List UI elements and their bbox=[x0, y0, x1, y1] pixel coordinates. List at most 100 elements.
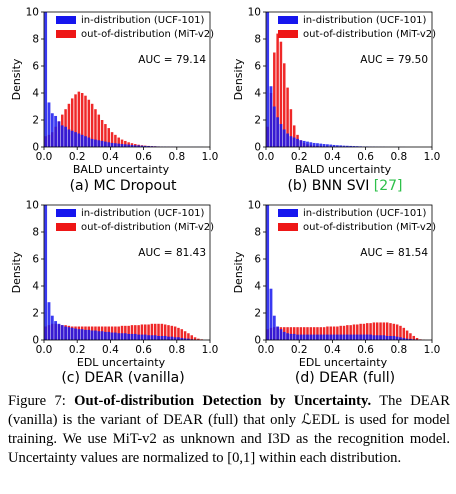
histogram-bar bbox=[382, 335, 386, 340]
histogram-bar bbox=[127, 325, 130, 340]
legend: in-distribution (UCF-101) out-of-distribu… bbox=[56, 208, 214, 233]
histogram-bar bbox=[395, 324, 399, 340]
y-tick-label: 2 bbox=[254, 115, 261, 127]
legend-label: in-distribution (UCF-101) bbox=[81, 208, 205, 219]
x-tick-label: 0.2 bbox=[69, 151, 86, 163]
histogram-bar bbox=[299, 334, 303, 340]
histogram-bar bbox=[87, 329, 91, 341]
histogram-bar bbox=[339, 145, 343, 147]
y-tick-label: 0 bbox=[254, 142, 261, 154]
histogram-bar bbox=[365, 334, 369, 340]
histogram-bar bbox=[402, 327, 406, 340]
histogram-bar bbox=[167, 325, 170, 340]
histogram-bar bbox=[355, 334, 359, 340]
histogram-bar bbox=[64, 326, 67, 340]
histogram-bar bbox=[299, 140, 303, 147]
x-tick-label: 1.0 bbox=[424, 344, 441, 356]
y-tick-label: 2 bbox=[32, 308, 39, 320]
histogram-bar bbox=[276, 326, 280, 340]
histogram-bar bbox=[273, 52, 276, 147]
chart-panel-d: 0.0 0.2 0.4 0.6 0.8 1.0 0 2 4 6 8 10 EDL uncertainty… bbox=[232, 200, 440, 387]
histogram-bar bbox=[266, 205, 270, 340]
histogram-bar bbox=[359, 323, 362, 340]
histogram-bar bbox=[117, 333, 121, 340]
series-in-distribution bbox=[44, 205, 197, 341]
histogram-bar bbox=[147, 335, 150, 340]
histogram-bar bbox=[389, 323, 392, 341]
legend-label: in-distribution (UCF-101) bbox=[303, 15, 427, 26]
y-tick-label: 0 bbox=[32, 335, 39, 347]
histogram-bar bbox=[279, 124, 283, 147]
histogram-bar bbox=[269, 288, 273, 340]
histogram-bar bbox=[64, 126, 67, 147]
histogram-bar bbox=[342, 145, 346, 147]
plot-frame bbox=[265, 204, 433, 341]
histogram-bar bbox=[74, 94, 77, 147]
legend-label: out-of-distribution (MiT-v2) bbox=[303, 222, 436, 233]
series-in-distribution bbox=[266, 205, 422, 341]
legend-swatch bbox=[278, 209, 298, 217]
histogram-bar bbox=[150, 323, 154, 340]
histogram-bar bbox=[299, 327, 303, 340]
histogram-bar bbox=[163, 335, 167, 340]
histogram-bar bbox=[289, 109, 293, 147]
histogram-bar bbox=[349, 145, 353, 147]
y-tick-label: 4 bbox=[254, 281, 261, 293]
auc-annotation: AUC = 81.43 bbox=[138, 247, 206, 259]
histogram-bar bbox=[276, 117, 280, 147]
histogram-bar bbox=[385, 322, 389, 340]
histogram-bar bbox=[369, 323, 372, 341]
histogram-bar bbox=[190, 335, 193, 340]
histogram-bar bbox=[405, 338, 409, 340]
histogram-bar bbox=[193, 337, 197, 340]
x-tick-label: 0.2 bbox=[69, 344, 86, 356]
histogram-bar bbox=[120, 325, 124, 340]
histogram-bar bbox=[80, 134, 84, 147]
histogram-bar bbox=[44, 205, 48, 340]
x-axis-label: EDL uncertainty bbox=[77, 356, 166, 369]
histogram-bar bbox=[342, 334, 346, 340]
y-tick-label: 6 bbox=[254, 254, 261, 266]
histogram-bar bbox=[309, 334, 313, 340]
histogram-bar bbox=[339, 334, 343, 340]
histogram-bar bbox=[127, 144, 131, 147]
histogram-bar bbox=[375, 335, 379, 340]
histogram-bar bbox=[296, 138, 299, 147]
histogram-bar bbox=[147, 324, 150, 340]
histogram-bar bbox=[352, 324, 356, 340]
histogram-bar bbox=[329, 326, 332, 340]
histogram-bar bbox=[137, 334, 141, 340]
y-tick-label: 4 bbox=[254, 88, 261, 100]
histogram-bar bbox=[130, 325, 134, 340]
histogram-bar bbox=[110, 332, 114, 340]
x-tick-label: 1.0 bbox=[202, 151, 219, 163]
y-tick-label: 6 bbox=[254, 61, 261, 73]
histogram-bar bbox=[302, 140, 306, 147]
x-tick-label: 0.6 bbox=[135, 344, 152, 356]
histogram-bar bbox=[375, 322, 379, 340]
histogram-bar bbox=[332, 326, 336, 340]
histogram-bar bbox=[54, 115, 58, 147]
histogram-bar bbox=[104, 331, 107, 340]
histogram-bar bbox=[104, 124, 107, 147]
x-tick-label: 0.6 bbox=[135, 151, 152, 163]
histogram-bar bbox=[150, 335, 154, 340]
x-axis-label: EDL uncertainty bbox=[299, 356, 388, 369]
y-axis-label: Density bbox=[10, 58, 23, 100]
histogram-bar bbox=[329, 334, 333, 340]
histogram-bar bbox=[289, 333, 293, 340]
legend: in-distribution (UCF-101) out-of-distribu… bbox=[278, 15, 436, 40]
histogram-bar bbox=[107, 128, 110, 147]
histogram-bar bbox=[269, 86, 273, 147]
histogram-bar bbox=[110, 142, 114, 147]
histogram-bar bbox=[292, 327, 296, 340]
histogram-bar bbox=[372, 322, 376, 340]
histogram-bar bbox=[282, 129, 286, 147]
histogram-bar bbox=[316, 334, 319, 340]
histogram-bar bbox=[117, 137, 120, 147]
legend-swatch bbox=[56, 16, 76, 24]
histogram-bar bbox=[57, 121, 61, 147]
x-tick-label: 0.2 bbox=[291, 344, 308, 356]
x-tick-label: 0.8 bbox=[168, 344, 185, 356]
histogram-bar bbox=[97, 140, 101, 147]
